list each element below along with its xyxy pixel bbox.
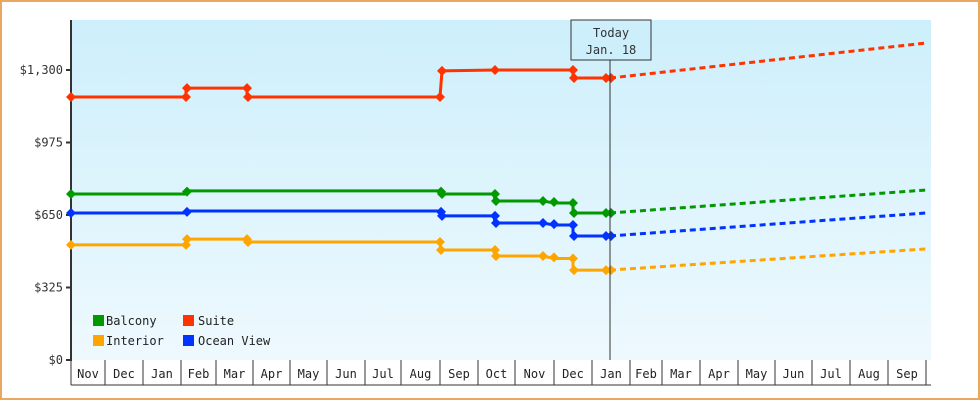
month-label: Feb <box>635 367 657 381</box>
data-point-marker[interactable] <box>569 265 579 276</box>
data-point-marker[interactable] <box>538 195 548 206</box>
data-point-marker[interactable] <box>569 73 579 84</box>
today-label: Today <box>593 26 629 40</box>
legend-label-balcony[interactable]: Balcony <box>106 314 157 328</box>
month-label: Aug <box>410 367 432 381</box>
data-point-marker[interactable] <box>181 91 191 102</box>
forecast-line <box>609 247 927 272</box>
month-label: Oct <box>486 367 508 381</box>
series-ocean-view <box>66 206 927 241</box>
data-point-marker[interactable] <box>182 83 192 94</box>
legend-label-suite[interactable]: Suite <box>198 314 234 328</box>
data-point-marker[interactable] <box>242 83 252 94</box>
data-point-marker[interactable] <box>606 265 616 276</box>
month-label: Jan <box>600 367 622 381</box>
y-tick-label: $0 <box>49 353 63 367</box>
month-label: Sep <box>448 367 470 381</box>
data-point-marker[interactable] <box>568 197 578 208</box>
month-label: Apr <box>708 367 730 381</box>
data-point-marker[interactable] <box>66 207 76 218</box>
month-label: Sep <box>896 367 918 381</box>
y-tick-label: $975 <box>34 136 63 150</box>
data-point-marker[interactable] <box>491 195 501 206</box>
today-marker: Today Jan. 18 <box>570 19 652 360</box>
legend-swatch-suite <box>183 315 194 326</box>
data-point-marker[interactable] <box>243 91 253 102</box>
data-point-marker[interactable] <box>435 91 445 102</box>
data-point-marker[interactable] <box>549 197 559 208</box>
data-point-marker[interactable] <box>490 210 500 221</box>
series-suite <box>66 41 927 102</box>
data-point-marker[interactable] <box>569 230 579 241</box>
data-point-marker[interactable] <box>538 251 548 262</box>
month-label: Jun <box>335 367 357 381</box>
data-point-marker[interactable] <box>437 189 447 200</box>
legend-label-ocean-view[interactable]: Ocean View <box>198 334 271 348</box>
legend-label-interior[interactable]: Interior <box>106 334 164 348</box>
data-point-marker[interactable] <box>549 252 559 263</box>
data-point-marker[interactable] <box>66 189 76 200</box>
data-point-marker[interactable] <box>182 206 192 217</box>
today-label-box <box>570 19 652 61</box>
month-label: Dec <box>562 367 584 381</box>
data-point-marker[interactable] <box>606 73 616 84</box>
month-label: Jun <box>783 367 805 381</box>
month-label: May <box>298 367 320 381</box>
data-point-marker[interactable] <box>490 189 500 200</box>
today-date: Jan. 18 <box>586 43 637 57</box>
series-interior <box>66 234 927 276</box>
data-point-marker[interactable] <box>436 245 446 256</box>
month-label: Jul <box>372 367 394 381</box>
month-label: Jan <box>151 367 173 381</box>
data-point-marker[interactable] <box>606 207 616 218</box>
data-point-marker[interactable] <box>243 236 253 247</box>
data-point-marker[interactable] <box>606 230 616 241</box>
data-point-marker[interactable] <box>491 218 501 229</box>
data-point-marker[interactable] <box>549 219 559 230</box>
legend-swatch-ocean-view <box>183 335 194 346</box>
legend: Balcony Suite Interior Ocean View <box>93 314 271 348</box>
x-axis: Nov Dec Jan Feb Mar Apr May Jun Jul Aug Sep Oct Nov D… <box>70 360 931 386</box>
data-point-marker[interactable] <box>182 186 192 197</box>
forecast-line <box>609 211 927 238</box>
forecast-line <box>609 41 927 80</box>
y-tick-label: $650 <box>34 208 63 222</box>
data-point-marker[interactable] <box>568 220 578 231</box>
month-label: Nov <box>524 367 546 381</box>
month-label: Aug <box>858 367 880 381</box>
data-point-marker[interactable] <box>569 207 579 218</box>
month-label: Jul <box>820 367 842 381</box>
month-label: Nov <box>77 367 99 381</box>
data-point-marker[interactable] <box>490 65 500 75</box>
month-label: Apr <box>261 367 283 381</box>
series-balcony <box>66 186 927 218</box>
data-point-marker[interactable] <box>66 239 76 250</box>
y-axis: $0 $325 $650 $975 $1,300 <box>20 20 72 367</box>
y-tick-label: $1,300 <box>20 63 63 77</box>
data-point-marker[interactable] <box>490 245 500 256</box>
data-point-marker[interactable] <box>182 234 192 245</box>
data-point-marker[interactable] <box>435 236 445 247</box>
data-point-marker[interactable] <box>568 65 578 75</box>
data-point-marker[interactable] <box>538 218 548 229</box>
forecast-line <box>609 188 927 215</box>
data-point-marker[interactable] <box>66 91 76 102</box>
series-lines <box>66 41 927 276</box>
legend-swatch-balcony <box>93 315 104 326</box>
month-label: Dec <box>113 367 135 381</box>
month-label: Mar <box>224 367 246 381</box>
month-label: Mar <box>670 367 692 381</box>
month-label: May <box>746 367 768 381</box>
data-point-marker[interactable] <box>437 65 447 76</box>
legend-swatch-interior <box>93 335 104 346</box>
data-point-marker[interactable] <box>568 253 578 264</box>
y-tick-label: $325 <box>34 281 63 295</box>
data-point-marker[interactable] <box>491 251 501 262</box>
data-point-marker[interactable] <box>437 210 447 221</box>
month-label: Feb <box>188 367 210 381</box>
